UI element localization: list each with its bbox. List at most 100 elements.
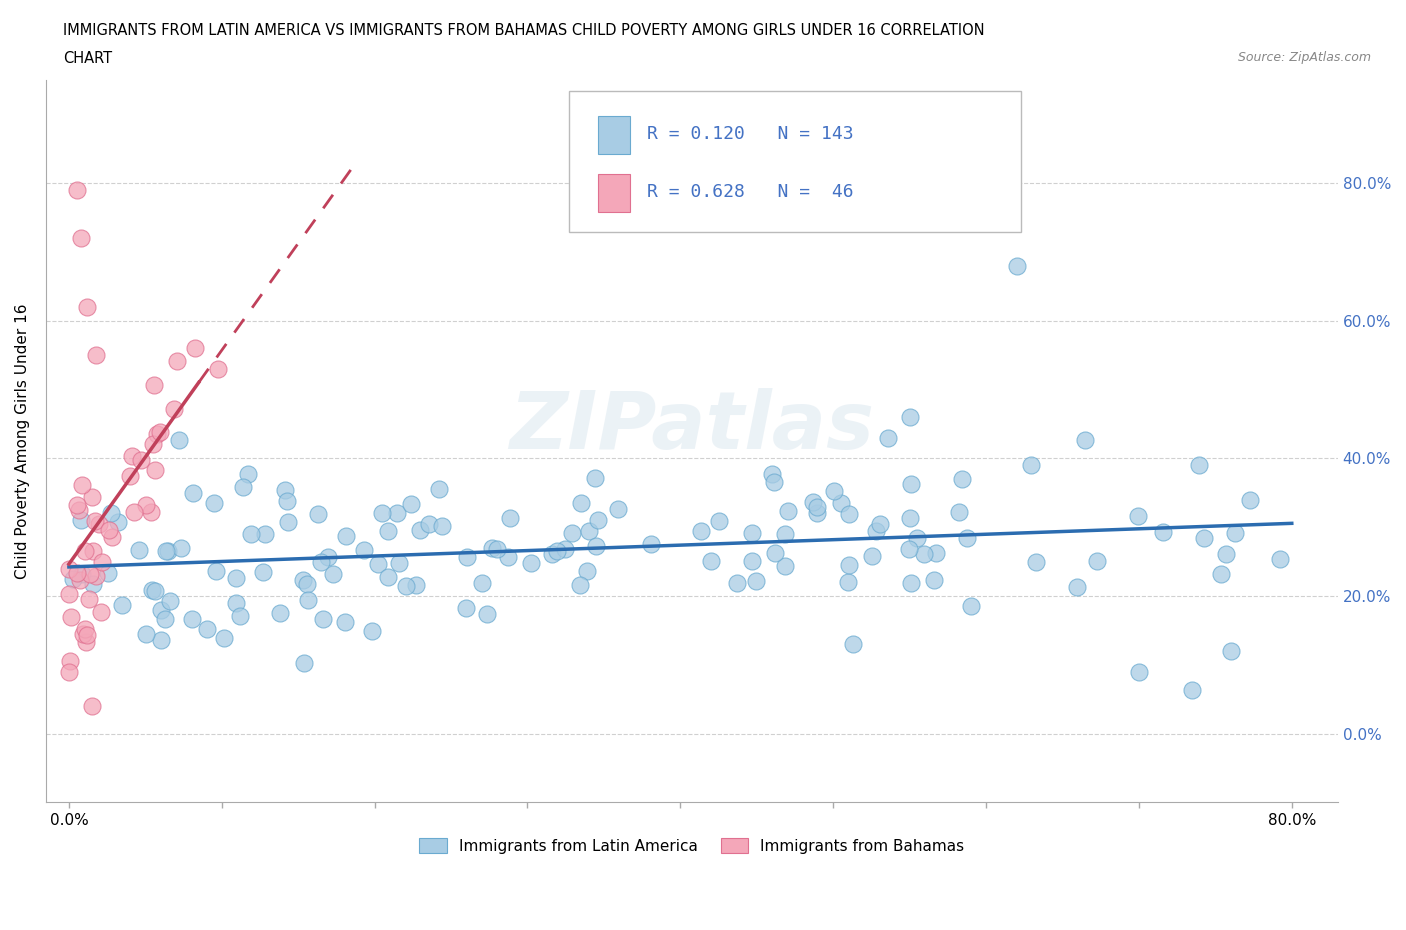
Point bbox=[58, 587, 80, 602]
Point bbox=[292, 656, 315, 671]
Point bbox=[409, 523, 432, 538]
Point bbox=[90, 604, 112, 619]
Y-axis label: Child Poverty Among Girls Under 16: Child Poverty Among Girls Under 16 bbox=[15, 303, 30, 579]
Point bbox=[322, 566, 344, 581]
Point bbox=[65, 498, 87, 512]
Point bbox=[900, 576, 922, 591]
Point bbox=[142, 436, 165, 451]
Point bbox=[143, 378, 166, 392]
FancyBboxPatch shape bbox=[598, 116, 630, 153]
Point bbox=[149, 632, 172, 647]
Point bbox=[159, 593, 181, 608]
Point bbox=[225, 595, 247, 610]
Point bbox=[877, 431, 900, 445]
Point bbox=[897, 541, 920, 556]
Text: R = 0.120   N = 143: R = 0.120 N = 143 bbox=[647, 125, 853, 142]
Point bbox=[1270, 551, 1292, 566]
Point bbox=[471, 576, 494, 591]
Point bbox=[707, 513, 730, 528]
Point bbox=[60, 609, 83, 624]
Point bbox=[269, 605, 291, 620]
Point bbox=[561, 525, 583, 540]
Point bbox=[456, 550, 478, 565]
Point bbox=[70, 566, 93, 581]
FancyBboxPatch shape bbox=[598, 174, 630, 212]
Point bbox=[75, 634, 97, 649]
Point bbox=[427, 481, 450, 496]
Point bbox=[865, 524, 887, 538]
Point bbox=[520, 556, 543, 571]
Point bbox=[252, 565, 274, 579]
Point bbox=[395, 578, 418, 593]
Point bbox=[79, 566, 101, 581]
Point bbox=[65, 182, 87, 197]
Point bbox=[70, 478, 93, 493]
Point bbox=[1025, 554, 1047, 569]
Point bbox=[184, 340, 207, 355]
Point bbox=[69, 572, 91, 587]
Point bbox=[149, 424, 172, 439]
Point bbox=[205, 564, 228, 578]
Point bbox=[838, 506, 860, 521]
Point bbox=[1209, 566, 1232, 581]
Point bbox=[745, 574, 768, 589]
Point bbox=[111, 598, 134, 613]
Point bbox=[156, 544, 179, 559]
Text: R = 0.628   N =  46: R = 0.628 N = 46 bbox=[647, 182, 853, 201]
Text: IMMIGRANTS FROM LATIN AMERICA VS IMMIGRANTS FROM BAHAMAS CHILD POVERTY AMONG GIR: IMMIGRANTS FROM LATIN AMERICA VS IMMIGRA… bbox=[63, 23, 984, 38]
Point bbox=[100, 506, 122, 521]
Point bbox=[640, 537, 662, 551]
Point bbox=[763, 475, 786, 490]
Point bbox=[898, 410, 921, 425]
Point bbox=[254, 527, 277, 542]
Point bbox=[76, 299, 98, 314]
Point bbox=[1066, 579, 1088, 594]
Point bbox=[1219, 644, 1241, 658]
Point bbox=[837, 575, 859, 590]
Point bbox=[905, 530, 928, 545]
Point bbox=[1126, 509, 1149, 524]
Point bbox=[58, 665, 80, 680]
Point bbox=[606, 502, 628, 517]
Point bbox=[775, 559, 797, 574]
Legend: Immigrants from Latin America, Immigrants from Bahamas: Immigrants from Latin America, Immigrant… bbox=[413, 831, 970, 859]
Point bbox=[430, 518, 453, 533]
Point bbox=[690, 524, 713, 538]
Point bbox=[900, 476, 922, 491]
Point bbox=[1128, 664, 1150, 679]
Point bbox=[100, 530, 122, 545]
Point bbox=[925, 545, 948, 560]
Point bbox=[377, 569, 399, 584]
Point bbox=[121, 449, 143, 464]
Point bbox=[80, 698, 103, 713]
Point bbox=[367, 557, 389, 572]
Point bbox=[353, 543, 375, 558]
Point bbox=[163, 401, 186, 416]
Point bbox=[700, 553, 723, 568]
Point bbox=[388, 556, 411, 571]
Point bbox=[195, 621, 218, 636]
Point bbox=[274, 482, 297, 497]
Point bbox=[143, 583, 166, 598]
Point bbox=[107, 515, 129, 530]
Point bbox=[838, 557, 860, 572]
Point bbox=[297, 593, 319, 608]
Point bbox=[153, 611, 176, 626]
Text: ZIPatlas: ZIPatlas bbox=[509, 388, 875, 466]
Text: Source: ZipAtlas.com: Source: ZipAtlas.com bbox=[1237, 51, 1371, 64]
Point bbox=[830, 496, 852, 511]
Point bbox=[77, 591, 100, 606]
Point bbox=[82, 543, 104, 558]
Point bbox=[82, 577, 104, 591]
Point bbox=[73, 544, 96, 559]
Point bbox=[277, 514, 299, 529]
Point bbox=[149, 603, 172, 618]
Point bbox=[238, 467, 260, 482]
Point bbox=[806, 506, 828, 521]
Point bbox=[485, 541, 508, 556]
Point bbox=[1192, 530, 1215, 545]
Point bbox=[763, 546, 786, 561]
Point bbox=[481, 541, 503, 556]
Point bbox=[546, 544, 568, 559]
Point bbox=[72, 627, 94, 642]
